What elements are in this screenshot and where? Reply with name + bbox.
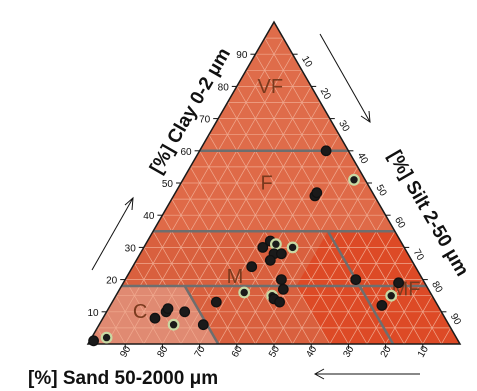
data-point: [311, 187, 323, 199]
silt-tick-label: 20: [318, 86, 333, 102]
sand-direction-arrow: [313, 368, 420, 380]
data-point: [277, 283, 289, 295]
sand-tick-label: 90: [118, 344, 133, 360]
sand-tick-label: 80: [155, 344, 170, 360]
grid-line-sand: [245, 70, 405, 344]
data-point: [276, 248, 287, 260]
silt-tick-label: 30: [336, 119, 351, 135]
silt-tick-label: 10: [299, 54, 314, 70]
data-point: [179, 306, 191, 318]
grid-line-sand: [171, 198, 256, 344]
grid-line-sand: [180, 182, 275, 344]
sand-tick-label: 30: [341, 344, 356, 360]
silt-tick-label: 80: [429, 280, 444, 296]
silt-tick-label: 70: [411, 247, 426, 263]
sand-tick-label: 40: [304, 344, 319, 360]
sand-tick-label: 10: [416, 344, 431, 360]
clay-tick-label: 20: [106, 276, 118, 287]
grid-line-silt: [348, 247, 405, 344]
data-point: [162, 303, 174, 315]
sand-tick-label: 70: [193, 344, 208, 360]
data-point: [274, 296, 286, 308]
grid-line-sand: [162, 215, 238, 344]
sand-tick-label: 50: [267, 344, 282, 360]
data-point: [238, 286, 251, 299]
grid-line-silt: [292, 198, 377, 344]
clay-tick-label: 80: [218, 82, 230, 93]
data-point: [320, 145, 332, 157]
grid-line-silt: [273, 182, 368, 344]
region-label-vf: VF: [257, 76, 283, 98]
data-point: [276, 274, 287, 286]
grid-line-silt: [106, 37, 284, 344]
region-label-m: M: [227, 266, 244, 288]
class-boundaries: [121, 149, 427, 345]
region-label-c: C: [133, 301, 147, 323]
data-point: [197, 319, 209, 331]
sand-axis-title: [%] Sand 50-2000 μm: [28, 368, 218, 389]
grid-line-silt: [366, 263, 414, 344]
data-point: [286, 241, 299, 254]
grid-line-sand: [124, 279, 163, 344]
silt-tick-label: 50: [373, 183, 388, 199]
class-boundary-line: [183, 285, 220, 345]
data-point: [348, 173, 360, 186]
data-point: [246, 261, 258, 273]
silt-tick-label: 60: [392, 215, 407, 231]
region-f: [153, 150, 395, 232]
silt-tick-label: 90: [448, 312, 463, 328]
grid-line-silt: [422, 311, 442, 344]
data-point: [88, 335, 99, 347]
data-point: [350, 274, 362, 286]
clay-tick-label: 90: [236, 50, 248, 61]
data-point: [393, 277, 405, 289]
grid-line-silt: [255, 166, 359, 344]
grid-line-silt: [310, 215, 386, 344]
grid-line-silt: [385, 279, 424, 344]
data-point: [167, 318, 180, 331]
grid-line-silt: [403, 295, 433, 344]
grid-line-silt: [180, 102, 321, 344]
region-label-f: F: [260, 172, 272, 194]
clay-tick-label: 40: [143, 211, 155, 222]
clay-tick-label: 60: [180, 147, 192, 158]
grid-line-silt: [143, 70, 303, 344]
region-mf: [296, 231, 460, 344]
data-point: [210, 296, 222, 308]
sand-tick-label: 20: [379, 344, 394, 360]
clay-direction-arrow: [91, 196, 134, 271]
grid-line-sand: [264, 37, 442, 344]
clay-tick-label: 10: [87, 308, 99, 319]
silt-tick-label: 40: [355, 151, 370, 167]
region-m: [121, 231, 330, 344]
grid-line-silt: [329, 231, 396, 344]
data-point: [149, 312, 161, 324]
clay-tick-label: 30: [125, 243, 137, 254]
data-point: [257, 241, 269, 253]
data-point: [100, 331, 113, 344]
grid-line-sand: [115, 295, 145, 344]
data-point: [376, 300, 388, 311]
grid-line-sand: [189, 166, 293, 344]
grid-line-sand: [106, 311, 126, 344]
data-point: [270, 238, 282, 251]
clay-tick-label: 50: [162, 179, 174, 190]
sand-tick-label: 60: [230, 344, 245, 360]
clay-tick-label: 70: [199, 115, 211, 126]
grid-line-sand: [227, 102, 368, 344]
silt-direction-arrow: [319, 33, 371, 123]
class-boundary-line: [326, 230, 395, 345]
data-point: [385, 289, 398, 302]
data-points: [88, 145, 405, 347]
data-point: [264, 254, 276, 266]
grid-line-sand: [143, 247, 200, 344]
grid-line-silt: [441, 327, 452, 344]
